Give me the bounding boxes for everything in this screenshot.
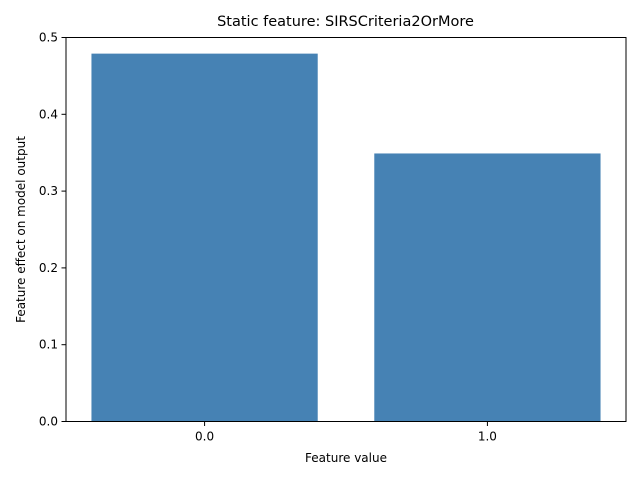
x-tick-label: 0.0	[195, 430, 214, 444]
bars-group	[91, 53, 601, 422]
x-axis-label: Feature value	[305, 451, 387, 465]
plot-frame	[65, 37, 627, 422]
chart-title: Static feature: SIRSCriteria2OrMore	[217, 14, 474, 30]
x-tick-label: 1.0	[478, 430, 497, 444]
y-tick-label: 0.5	[39, 31, 58, 45]
x-axis: 0.0 1.0	[195, 421, 497, 444]
bar-1.0	[374, 153, 601, 422]
bar-0.0	[91, 53, 318, 422]
y-axis: 0.0 0.1 0.2 0.3 0.4 0.5	[39, 31, 66, 429]
y-axis-label: Feature effect on model output	[14, 136, 28, 323]
y-tick-label: 0.3	[39, 184, 58, 198]
y-tick-label: 0.2	[39, 261, 58, 275]
y-tick-label: 0.4	[39, 107, 58, 121]
y-tick-label: 0.1	[39, 338, 58, 352]
y-tick-label: 0.0	[39, 415, 58, 429]
